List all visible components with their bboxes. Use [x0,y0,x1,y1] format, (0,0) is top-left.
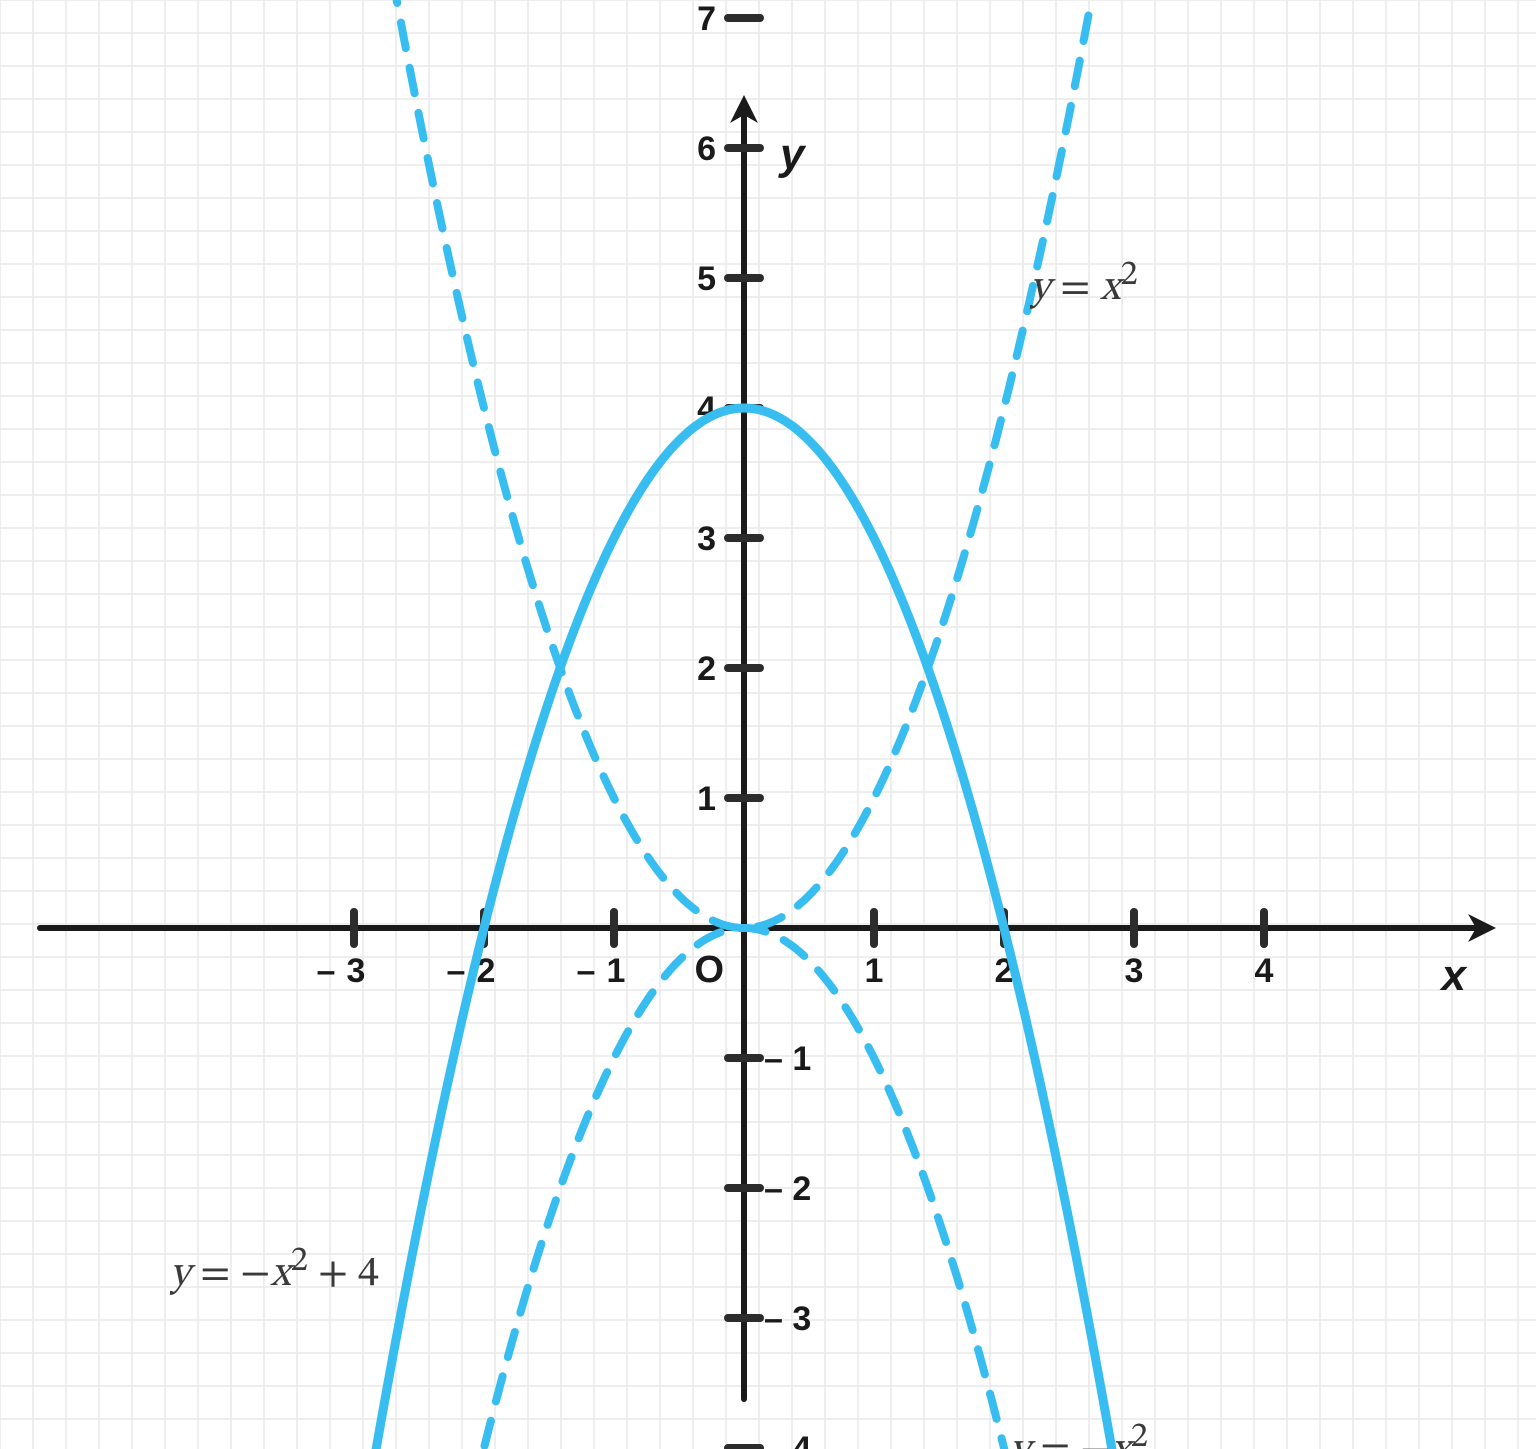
svg-text:3: 3 [347,952,366,990]
svg-text:3: 3 [697,520,716,558]
svg-text:6: 6 [697,130,716,168]
svg-text:– 1: – 1 [764,1040,811,1078]
svg-text:4: 4 [1255,952,1274,990]
chart-container: –3–2–11234– 5– 4– 3– 2– 11234567Oyxy = x… [0,0,1536,1449]
svg-text:2: 2 [697,650,716,688]
svg-text:7: 7 [697,0,716,38]
svg-text:1: 1 [697,780,716,818]
svg-text:3: 3 [1125,952,1144,990]
svg-text:–: – [447,952,466,990]
curve-label-neg_x_squared_plus_4: y = −x2 + 4 [170,1240,530,1332]
parabola-chart: –3–2–11234– 5– 4– 3– 2– 11234567Oyxy = x… [0,0,1536,1449]
x-axis-label: x [1440,951,1468,1000]
svg-text:–: – [577,952,596,990]
origin-label: O [694,949,724,991]
curve-label-neg_x_squared: y = −x2 [1010,1416,1370,1449]
svg-text:– 4: – 4 [764,1430,811,1449]
svg-text:– 3: – 3 [764,1300,811,1338]
svg-text:– 2: – 2 [764,1170,811,1208]
svg-text:5: 5 [697,260,716,298]
svg-text:–: – [317,952,336,990]
y-axis-label: y [778,130,807,179]
svg-text:1: 1 [865,952,884,990]
curve-label-x_squared: y = x2 [1030,254,1390,346]
svg-text:1: 1 [607,952,626,990]
